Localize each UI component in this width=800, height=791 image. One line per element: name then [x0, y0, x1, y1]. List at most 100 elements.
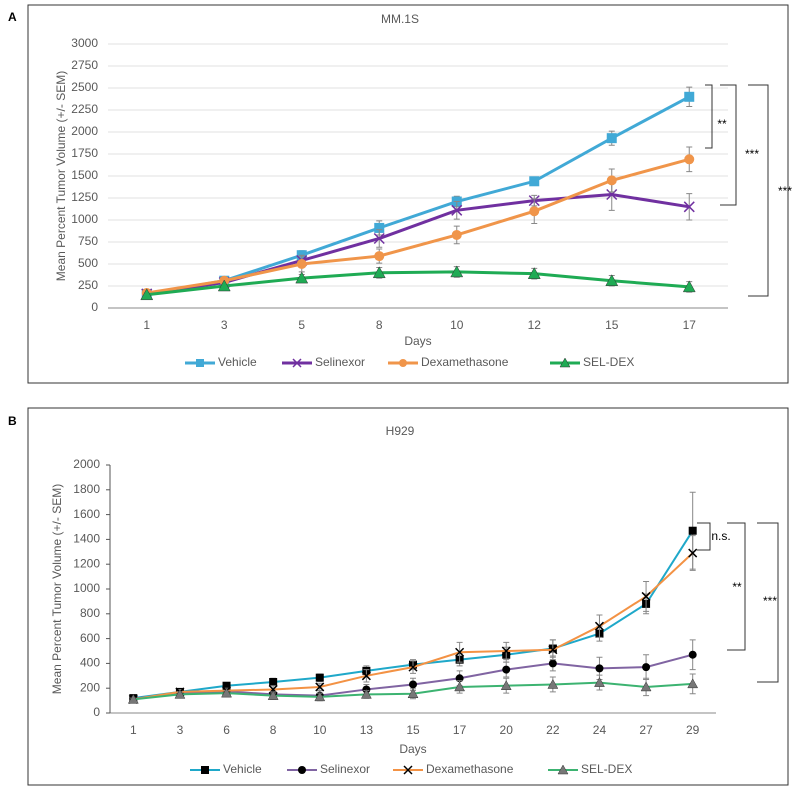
marker [127, 693, 139, 704]
marker [527, 267, 541, 279]
marker [606, 175, 617, 186]
marker [684, 91, 695, 102]
significance-bracket [705, 84, 713, 149]
legend-label: Dexamethasone [426, 762, 514, 776]
marker [529, 176, 540, 187]
y-tick-label: 250 [78, 278, 98, 292]
y-tick-label: 800 [80, 606, 100, 620]
x-tick-label: 22 [546, 723, 560, 737]
y-axis-label: Mean Percent Tumor Volume (+/- SEM) [50, 484, 64, 694]
x-tick-label: 24 [593, 723, 607, 737]
legend-label: SEL-DEX [583, 355, 634, 369]
x-tick-label: 8 [376, 318, 383, 332]
y-tick-label: 0 [93, 705, 100, 719]
legend-label: Selinexor [315, 355, 365, 369]
x-axis-label: Days [399, 742, 426, 756]
marker [409, 680, 417, 689]
marker [502, 665, 511, 674]
marker [140, 288, 154, 301]
marker [450, 265, 464, 278]
marker [360, 688, 372, 699]
marker [292, 358, 302, 368]
marker [315, 673, 324, 682]
y-tick-label: 600 [80, 631, 100, 645]
marker [605, 274, 619, 286]
marker [408, 662, 418, 672]
legend-label: Vehicle [218, 355, 257, 369]
x-tick-label: 20 [500, 723, 514, 737]
y-tick-label: 750 [78, 234, 98, 248]
significance-bracket [727, 522, 746, 651]
x-tick-label: 5 [298, 318, 305, 332]
marker [594, 621, 604, 631]
panel-frame [27, 4, 789, 384]
legend-label: Vehicle [223, 762, 262, 776]
marker [557, 764, 569, 775]
significance-label: *** [778, 184, 792, 198]
series-line [133, 552, 694, 701]
marker [314, 691, 326, 702]
marker [399, 359, 407, 367]
legend-label: Selinexor [320, 762, 370, 776]
significance-label: ** [717, 117, 727, 131]
marker [640, 681, 652, 692]
panel-frame [27, 407, 789, 786]
y-tick-label: 1600 [73, 507, 100, 521]
significance-label: *** [763, 594, 777, 608]
marker [606, 133, 617, 144]
y-tick-label: 500 [78, 256, 98, 270]
marker [606, 188, 618, 201]
marker [548, 659, 557, 668]
x-tick-label: 29 [686, 723, 700, 737]
y-tick-label: 1400 [73, 532, 100, 546]
y-tick-label: 1500 [71, 168, 98, 182]
x-tick-label: 13 [360, 723, 374, 737]
y-tick-label: 1800 [73, 482, 100, 496]
x-tick-label: 1 [143, 318, 150, 332]
x-tick-label: 12 [528, 318, 542, 332]
marker [451, 229, 462, 240]
marker [174, 688, 186, 699]
y-tick-label: 1250 [71, 190, 98, 204]
y-tick-label: 1750 [71, 146, 98, 160]
marker [269, 678, 278, 686]
marker [595, 664, 604, 673]
y-tick-label: 2000 [71, 124, 98, 138]
marker [374, 222, 385, 233]
marker [682, 280, 696, 293]
marker [217, 279, 231, 292]
marker [455, 647, 465, 657]
marker [688, 650, 697, 659]
marker [454, 681, 466, 692]
marker [547, 678, 559, 689]
marker [641, 591, 651, 601]
significance-bracket [720, 84, 737, 206]
significance-bracket [697, 522, 711, 551]
x-tick-label: 6 [223, 723, 230, 737]
marker [687, 678, 699, 689]
marker [201, 766, 209, 774]
significance-label: *** [745, 147, 759, 161]
significance-label: n.s. [711, 529, 730, 543]
marker [559, 357, 571, 368]
y-tick-label: 0 [91, 300, 98, 314]
legend-label: SEL-DEX [581, 762, 632, 776]
x-tick-label: 27 [639, 723, 653, 737]
marker [642, 663, 651, 672]
y-tick-label: 3000 [71, 36, 98, 50]
y-tick-label: 2750 [71, 58, 98, 72]
marker [298, 766, 306, 774]
marker [451, 204, 463, 216]
significance-bracket [757, 522, 779, 683]
significance-bracket [748, 84, 769, 297]
x-tick-label: 1 [130, 723, 137, 737]
marker [222, 681, 231, 690]
marker [373, 232, 385, 245]
x-tick-label: 8 [270, 723, 277, 737]
y-tick-label: 2000 [73, 457, 100, 471]
x-tick-label: 17 [683, 318, 697, 332]
marker [501, 646, 511, 656]
panel-letter: A [8, 10, 17, 24]
marker [295, 271, 309, 284]
